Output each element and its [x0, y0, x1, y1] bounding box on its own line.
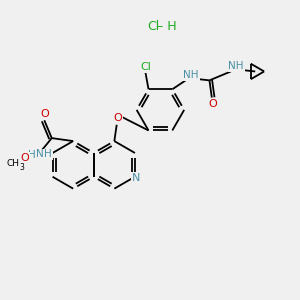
Text: N: N [36, 149, 44, 160]
Text: N: N [132, 172, 140, 183]
Text: O: O [208, 98, 217, 109]
Text: NH: NH [183, 70, 199, 80]
Text: NH: NH [228, 61, 244, 71]
Text: – H: – H [153, 20, 177, 33]
Text: H: H [28, 150, 36, 160]
Text: H: H [44, 149, 52, 160]
Text: O: O [113, 113, 122, 123]
Text: O: O [40, 109, 49, 119]
Text: CH: CH [7, 159, 20, 168]
Text: Cl: Cl [140, 62, 151, 72]
Text: 3: 3 [19, 163, 24, 172]
Text: O: O [21, 153, 30, 163]
Text: Cl: Cl [147, 20, 159, 33]
